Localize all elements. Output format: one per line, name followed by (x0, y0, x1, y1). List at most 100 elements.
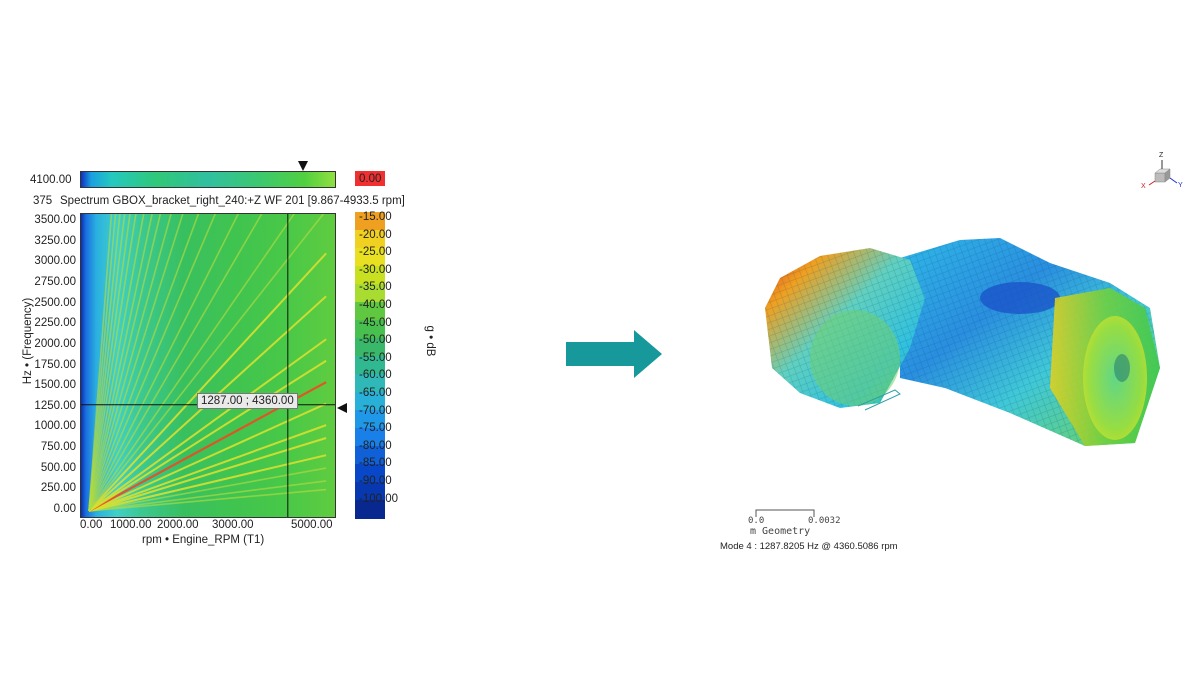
y-tick-label: 500.00 (40, 461, 76, 474)
colorbar-tick-label: -45.00 (359, 316, 392, 329)
mode-shape-3d-model[interactable] (750, 228, 1160, 458)
spectrum-title: Spectrum GBOX_bracket_right_240:+Z WF 20… (60, 195, 405, 207)
order-line (88, 467, 327, 512)
order-line (88, 402, 327, 512)
colorbar-tick-label: -75.00 (359, 422, 392, 435)
colorbar-tick-label: -15.00 (359, 211, 392, 223)
order-line (88, 214, 295, 512)
colorbar-tick-label: -100.00 (359, 492, 399, 505)
colorbar-band (355, 392, 385, 411)
y-tick-label: 2500.00 (34, 296, 76, 309)
geometry-scale-bar (755, 509, 815, 517)
y-tick-label: 2750.00 (34, 275, 76, 288)
colorbar-tick-label: -70.00 (359, 404, 392, 417)
top-strip-label: 4100.00 (30, 174, 72, 186)
y-tick-label: 750.00 (40, 441, 76, 454)
colorbar-tick-label: -65.00 (359, 387, 392, 399)
colorbar-band (355, 500, 385, 519)
y-cursor-marker-icon[interactable] (336, 403, 348, 413)
colorbar-top-swatch (355, 171, 385, 186)
x-tick-label: 0.00 (80, 519, 103, 531)
colorbar-band (355, 482, 385, 501)
y-tick-label: 1500.00 (34, 379, 76, 392)
x-axis-label: rpm • Engine_RPM (T1) (142, 534, 265, 546)
x-tick-label: 2000.00 (157, 519, 199, 531)
colorbar-tick-label: -20.00 (359, 228, 392, 241)
order-line (88, 214, 200, 512)
spectrum-heatmap-plot[interactable] (80, 213, 336, 518)
order-line (88, 338, 327, 512)
triad-y-label: Y (1178, 182, 1183, 189)
y-tick-label: 0.00 (53, 503, 76, 515)
order-line (88, 424, 327, 512)
order-line (88, 214, 153, 512)
colorbar-band (355, 428, 385, 447)
colorbar-unit-label: g • dB (424, 325, 436, 357)
colorbar-band (355, 212, 385, 231)
colorbar-tick-label: -60.00 (359, 369, 392, 382)
colorbar-band (355, 374, 385, 393)
colorbar-tick-label: -85.00 (359, 457, 392, 470)
y-tick-label: 3250.00 (34, 234, 76, 247)
colorbar-tick-label: -25.00 (359, 246, 392, 259)
colorbar-band (355, 446, 385, 465)
order-line (88, 214, 240, 512)
order-line (88, 214, 113, 512)
y-tick-label: 250.00 (40, 482, 76, 495)
colorbar-band (355, 230, 385, 249)
colorbar-tick-label: -90.00 (359, 475, 392, 487)
triad-z-label: Z (1159, 152, 1164, 159)
order-line (88, 480, 327, 512)
order-line (88, 359, 327, 512)
axis-triad-icon (1148, 160, 1178, 186)
cursor-readout: 1287.00 ; 4360.00 (197, 393, 298, 409)
colorbar-band (355, 248, 385, 267)
x-tick-label: 1000.00 (110, 519, 152, 531)
mode-caption: Mode 4 : 1287.8205 Hz @ 4360.5086 rpm (720, 541, 898, 552)
y-tick-label: 1000.00 (34, 420, 76, 433)
colorbar-band (355, 356, 385, 375)
order-line (88, 214, 126, 512)
colorbar-band (355, 266, 385, 285)
colorbar-band (355, 464, 385, 483)
x-tick-label: 3000.00 (212, 519, 254, 531)
y-tick-label: 2250.00 (34, 317, 76, 330)
order-line (88, 437, 327, 512)
y-tick-label: 3500.00 (34, 214, 76, 226)
y-tick-label: 3000.00 (34, 255, 76, 268)
order-line (88, 214, 145, 512)
colorbar (355, 212, 385, 519)
order-line (88, 214, 137, 512)
order-line (88, 214, 325, 512)
x-tick-label: 5000.00 (291, 519, 333, 531)
colorbar-tick-label: -80.00 (359, 439, 392, 452)
colorbar-tick-label: -35.00 (359, 281, 392, 294)
order-line (88, 214, 131, 512)
order-line (88, 214, 184, 512)
order-line (88, 454, 327, 512)
y-tick-label: 1750.00 (34, 358, 76, 371)
scale-unit: m Geometry (750, 526, 811, 537)
y-tick-label: 2000.00 (34, 337, 76, 350)
colorbar-tick-label: -50.00 (359, 334, 392, 347)
colorbar-top-value: 0.00 (359, 173, 382, 185)
triad-x-label: X (1141, 183, 1146, 190)
title-row-prefix: 375 (33, 195, 53, 207)
colorbar-band (355, 410, 385, 429)
y-tick-label: 1250.00 (34, 399, 76, 412)
colorbar-band (355, 338, 385, 357)
order-line (88, 488, 327, 512)
scale-max: 0.0032 (808, 516, 841, 526)
order-line (88, 214, 217, 512)
scale-min: 0.0 (748, 516, 765, 526)
order-top-strip (80, 171, 336, 188)
order-line (88, 214, 263, 512)
colorbar-band (355, 284, 385, 303)
order-line (88, 252, 327, 512)
colorbar-tick-label: -40.00 (359, 299, 392, 311)
order-line (88, 214, 172, 512)
order-lines-layer (81, 214, 335, 517)
colorbar-tick-label: -30.00 (359, 263, 392, 276)
right-arrow-icon (566, 330, 662, 378)
x-cursor-marker-icon[interactable] (297, 160, 309, 172)
